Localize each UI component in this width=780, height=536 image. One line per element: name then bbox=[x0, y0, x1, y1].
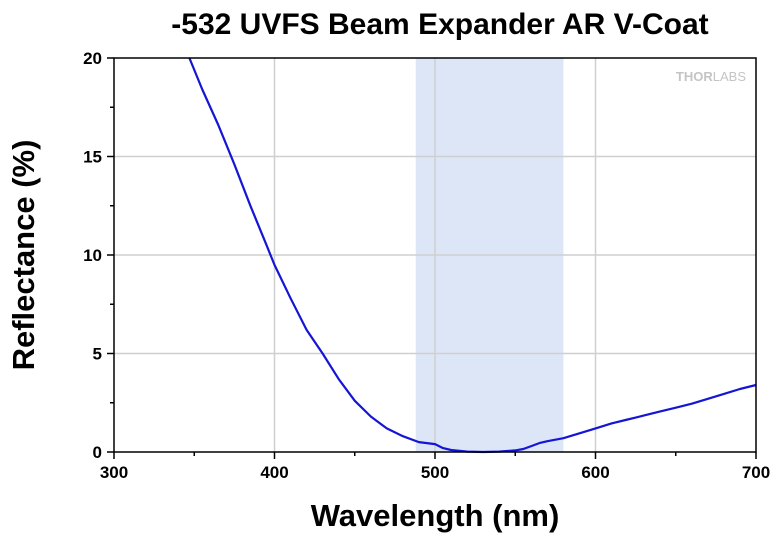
logo-prefix: THOR bbox=[676, 69, 713, 84]
x-axis-label: Wavelength (nm) bbox=[311, 498, 560, 533]
y-tick-label: 5 bbox=[93, 345, 102, 364]
x-tick-label: 600 bbox=[581, 463, 609, 482]
y-tick-label: 0 bbox=[93, 443, 102, 462]
thorlabs-logo: THORLABS bbox=[676, 69, 746, 84]
y-tick-label: 15 bbox=[83, 148, 102, 167]
ticks bbox=[107, 57, 757, 459]
y-axis-label: Reflectance (%) bbox=[6, 140, 41, 371]
x-tick-label: 300 bbox=[100, 463, 128, 482]
x-tick-labels: 300 400 500 600 700 bbox=[100, 463, 770, 482]
grid bbox=[114, 58, 756, 452]
x-tick-label: 500 bbox=[421, 463, 449, 482]
y-tick-label: 20 bbox=[83, 49, 102, 68]
x-tick-label: 700 bbox=[742, 463, 770, 482]
chart-title: -532 UVFS Beam Expander AR V-Coat bbox=[171, 8, 708, 41]
y-tick-labels: 0 5 10 15 20 bbox=[83, 49, 102, 462]
x-tick-label: 400 bbox=[260, 463, 288, 482]
y-tick-label: 10 bbox=[83, 246, 102, 265]
logo-suffix: LABS bbox=[713, 69, 747, 84]
